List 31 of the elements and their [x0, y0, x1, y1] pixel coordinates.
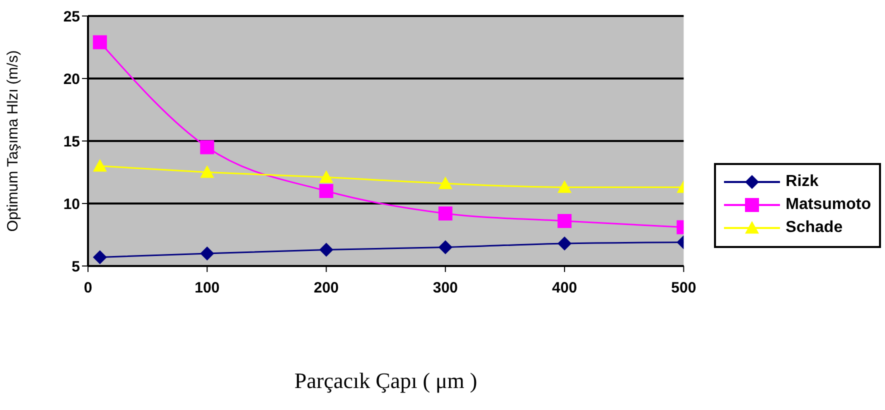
point	[319, 170, 334, 183]
x-tick-label: 0	[84, 280, 92, 297]
x-tick-label: 200	[314, 280, 339, 297]
legend-label: Rizk	[786, 173, 819, 191]
point	[438, 206, 452, 220]
point	[200, 246, 214, 260]
legend-label: Matsumoto	[786, 196, 871, 214]
y-tick-label: 20	[63, 70, 80, 88]
point	[558, 214, 572, 228]
y-tick-label: 25	[63, 8, 80, 26]
point	[92, 250, 107, 264]
point	[438, 240, 452, 254]
point	[558, 180, 572, 193]
point	[200, 165, 214, 178]
point	[319, 184, 334, 198]
legend-label: Schade	[786, 219, 843, 237]
point	[92, 35, 107, 50]
x-axis-title: Parçacık Çapı ( μm )	[294, 368, 478, 393]
point	[558, 236, 572, 250]
y-tick-label: 15	[63, 133, 80, 150]
point	[200, 140, 214, 154]
point	[319, 242, 334, 257]
y-axis-title: Optimum Taşıma Hlzı (m/s)	[4, 50, 22, 232]
point	[438, 176, 452, 190]
point	[92, 159, 107, 172]
x-tick-label: 500	[671, 280, 696, 297]
x-tick-label: 400	[552, 280, 578, 297]
y-tick-label: 5	[72, 258, 80, 276]
y-tick-label: 10	[63, 196, 80, 213]
x-tick-label: 300	[432, 280, 458, 297]
x-tick-label: 100	[194, 280, 220, 297]
